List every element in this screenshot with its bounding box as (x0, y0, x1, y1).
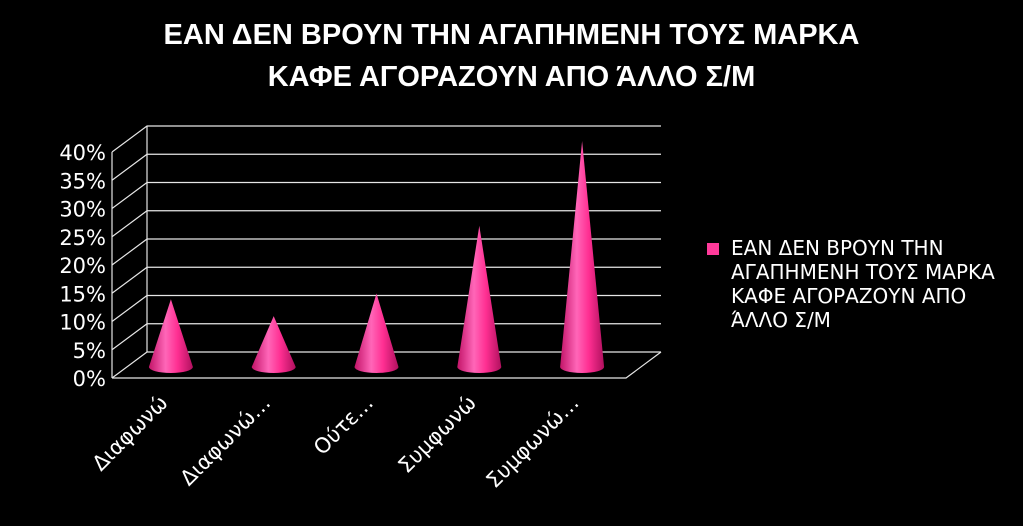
x-tick-label: Διαφωνώ (88, 391, 173, 476)
axis-line (112, 351, 662, 379)
chart-title-line-1: ΕΑΝ ΔΕΝ ΒΡΟΥΝ ΤΗΝ ΑΓΑΠΗΜΕΝΗ ΤΟΥΣ ΜΑΡΚΑ (163, 19, 860, 51)
gridline (111, 125, 661, 153)
chart-title-line-2: ΚΑΦΕ ΑΓΟΡΑΖΟΥΝ ΑΠΟ ΆΛΛΟ Σ/Μ (267, 61, 756, 93)
y-axis: 0% 5% 10% 15% 20% 25% 30% 35% 40% (59, 141, 106, 391)
y-tick-label: 30% (59, 198, 106, 222)
y-tick-label: 0% (73, 367, 106, 391)
y-tick-label: 10% (59, 311, 106, 335)
cone-bar (251, 316, 296, 373)
cone-bar (560, 141, 605, 373)
x-axis: Διαφωνώ Διαφωνώ… Ούτε… Συμφωνώ Συμφωνώ… (88, 391, 584, 493)
x-tick-label: Ούτε… (309, 391, 378, 460)
gridline (111, 153, 661, 181)
chart-gridlines (111, 125, 662, 379)
y-tick-label: 5% (73, 339, 106, 363)
cone-bar (148, 299, 193, 373)
legend-swatch (707, 243, 719, 255)
y-tick-label: 15% (59, 282, 106, 306)
cone-bar (354, 293, 399, 373)
cone-bar (457, 225, 502, 373)
x-tick-label: Διαφωνώ… (175, 391, 275, 491)
x-tick-label: Συμφωνώ… (481, 391, 583, 493)
y-tick-label: 40% (59, 141, 106, 165)
x-tick-label: Συμφωνώ (393, 391, 480, 478)
chart-plot-area (148, 141, 605, 373)
y-tick-label: 35% (59, 169, 106, 193)
y-tick-label: 25% (59, 226, 106, 250)
chart-title: ΕΑΝ ΔΕΝ ΒΡΟΥΝ ΤΗΝ ΑΓΑΠΗΜΕΝΗ ΤΟΥΣ ΜΑΡΚΑ Κ… (0, 14, 1023, 98)
legend-label: ΕΑΝ ΔΕΝ ΒΡΟΥΝ ΤΗΝ ΑΓΑΠΗΜΕΝΗ ΤΟΥΣ ΜΑΡΚΑ Κ… (731, 236, 995, 332)
y-tick-label: 20% (59, 254, 106, 278)
